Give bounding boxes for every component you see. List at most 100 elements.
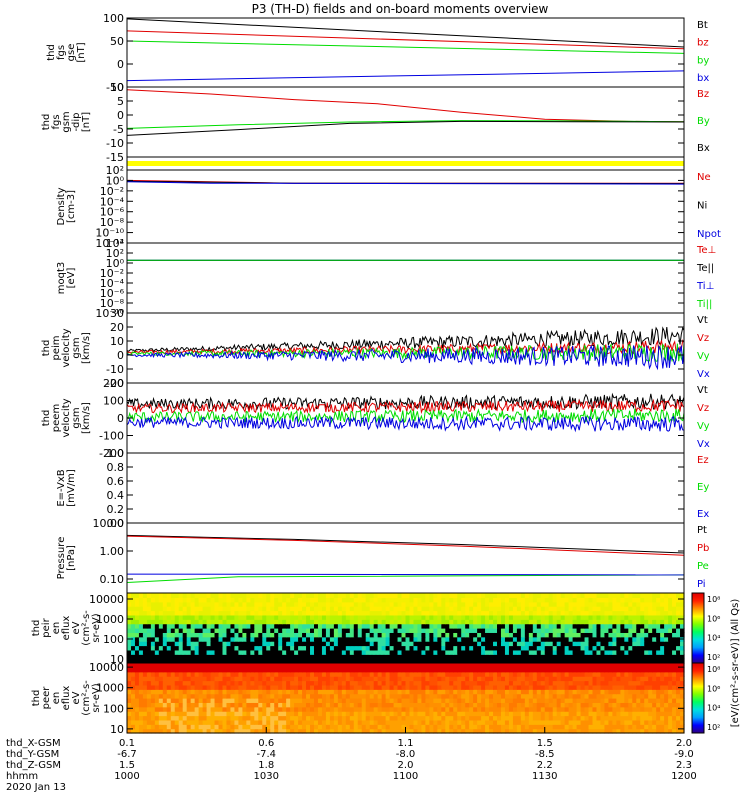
- ylabel-0-0: thd: [46, 44, 57, 61]
- ytick-2-6: 10⁻¹⁰: [95, 227, 124, 240]
- legend-1-0: Bz: [697, 89, 709, 100]
- legend-2-0: Ne: [697, 172, 711, 183]
- ytick-3-5: 10⁻⁶: [100, 287, 125, 300]
- ytick-2-4: 10⁻⁶: [100, 206, 125, 219]
- xrow-1-val-4: -9.0: [674, 749, 694, 760]
- panel-9: 10000 1000 100 10 thd peer en eflux eV (cm²-s-sr-…: [31, 661, 685, 736]
- xrow-1-val-1: -7.4: [256, 749, 276, 760]
- ytick-4-1: 20: [110, 321, 124, 334]
- xrow-3-val-4: 1200: [671, 771, 696, 782]
- ytick-8-3: 10: [110, 653, 124, 666]
- series-5-1: [126, 398, 685, 415]
- legend-6-1: Ey: [697, 482, 709, 493]
- series-5-2: [126, 407, 685, 424]
- ytick-2-1: 10⁰: [106, 174, 125, 187]
- xrow-3-val-0: 1000: [114, 771, 139, 782]
- panel-8: 10000 1000 100 10 thd peir en eflux eV (cm²-s-sr-…: [31, 592, 685, 666]
- ytick-2-2: 10⁻²: [100, 185, 124, 198]
- ylabel-4-4: [km/s]: [81, 332, 92, 364]
- xrow-3-val-2: 1100: [393, 771, 418, 782]
- ytick-3-2: 10⁰: [106, 257, 125, 270]
- ytick-6-1: 0.8: [107, 461, 125, 474]
- ylabel-1-2: gsm: [61, 111, 72, 132]
- cbar-tick-0-0: 10⁸: [707, 595, 720, 604]
- xrow-0-val-0: 0.1: [119, 738, 135, 749]
- ylabel-8-3: eflux: [61, 616, 72, 641]
- ytick-6-0: 1.0: [107, 447, 125, 460]
- series-5-0: [126, 392, 685, 411]
- series-0-3: [126, 70, 685, 82]
- xrow-3-val-3: 1130: [532, 771, 557, 782]
- ytick-2-0: 10²: [106, 164, 124, 177]
- xrow-0-val-2: 1.1: [398, 738, 414, 749]
- ytick-3-3: 10⁻²: [100, 267, 124, 280]
- ytick-9-2: 100: [103, 702, 124, 715]
- ylabel-8-5: (cm²-s-: [81, 610, 92, 646]
- legend-7-1: Pb: [697, 543, 709, 554]
- series-5-3: [126, 415, 685, 433]
- legend-4-3: Vx: [697, 369, 710, 380]
- ylabel-9-0: thd: [31, 690, 42, 707]
- ytick-8-0: 10000: [89, 593, 124, 606]
- ylabel-5-1: peem: [51, 404, 62, 432]
- xrow-name-0: thd_X-GSM: [6, 738, 61, 749]
- ylabel-9-1: peer: [41, 686, 52, 710]
- ylabel-2-0: Density: [56, 187, 67, 225]
- ylabel-8-1: peir: [41, 617, 52, 637]
- ytick-6-5: 0.0: [107, 517, 125, 530]
- ylabel-3-0: moqt3: [56, 262, 67, 295]
- legend-5-3: Vx: [697, 439, 710, 450]
- cbar-tick-1-2: 10⁴: [707, 704, 720, 713]
- legend-2-2: Npot: [697, 229, 721, 240]
- xrow-3-val-1: 1030: [254, 771, 279, 782]
- ytick-9-0: 10000: [89, 661, 124, 674]
- ytick-5-0: 200: [103, 377, 124, 390]
- ytick-1-0: 10: [110, 81, 124, 94]
- series-4-0: [126, 326, 685, 353]
- legend-7-0: Pt: [697, 525, 707, 536]
- date-label: 2020 Jan 13: [6, 782, 66, 793]
- series-7-0: [126, 534, 685, 554]
- xrow-name-1: thd_Y-GSM: [6, 749, 59, 760]
- ytick-4-2: 10: [110, 335, 124, 348]
- series-7-1: [126, 535, 685, 556]
- ylabel-8-4: eV: [71, 621, 82, 634]
- xrow-0-val-3: 1.5: [537, 738, 553, 749]
- ytick-2-5: 10⁻⁸: [100, 216, 125, 229]
- legend-1-1: By: [697, 116, 710, 127]
- cbar-tick-0-1: 10⁶: [707, 614, 720, 623]
- ylabel-7-0: Pressure: [56, 537, 67, 580]
- ylabel-8-6: sr-eV): [91, 613, 102, 642]
- ytick-5-4: -200: [99, 447, 124, 460]
- ytick-7-1: 1.00: [100, 545, 125, 558]
- ytick-6-4: 0.2: [107, 503, 125, 516]
- ytick-4-4: -10: [106, 363, 124, 376]
- ylabel-0-2: gse: [66, 44, 77, 62]
- ylabel-1-3: -dip: [71, 112, 82, 131]
- cbar-tick-1-0: 10⁸: [707, 665, 720, 674]
- series-4-2: [126, 343, 685, 364]
- legend-7-2: Pe: [697, 561, 709, 572]
- ylabel-5-4: [km/s]: [81, 402, 92, 434]
- legend-5-1: Vz: [697, 403, 709, 414]
- legend-4-0: Vt: [697, 315, 708, 326]
- ylabel-1-0: thd: [41, 114, 52, 131]
- ytick-3-6: 10⁻⁸: [100, 297, 125, 310]
- ytick-3-7: 10⁻¹⁰: [95, 307, 124, 320]
- ylabel-3-1: [eV]: [66, 268, 77, 289]
- series-1-2: [126, 120, 685, 136]
- ytick-0-3: -50: [106, 81, 124, 94]
- xrow-1-val-2: -8.0: [396, 749, 416, 760]
- xrow-name-2: thd_Z-GSM: [6, 760, 61, 771]
- legend-6-2: Ex: [697, 509, 709, 520]
- ylabel-7-1: [nPa]: [66, 545, 77, 571]
- legend-4-2: Vy: [697, 351, 710, 362]
- ylabel-1-1: fgs: [51, 114, 62, 129]
- cbar-tick-0-3: 10²: [707, 653, 720, 662]
- ytick-6-2: 0.6: [107, 475, 125, 488]
- ylabel-6-1: [mV/m]: [66, 469, 77, 507]
- legend-2-1: Ni: [697, 201, 707, 212]
